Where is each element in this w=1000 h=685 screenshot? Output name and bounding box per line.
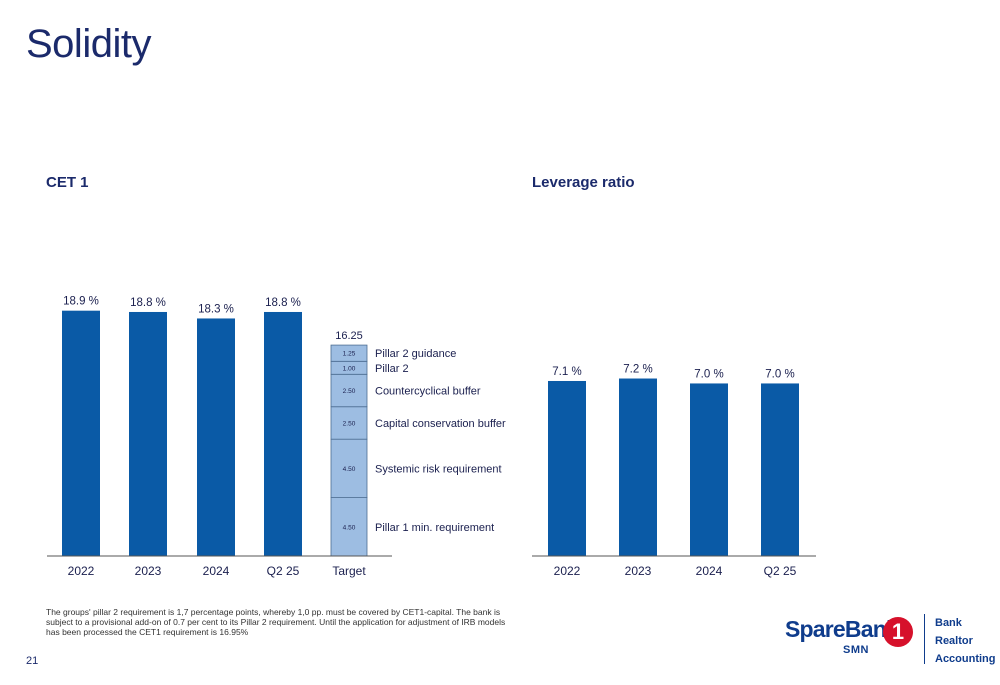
- leverage-tick-label: 2024: [696, 564, 723, 578]
- target-legend-label: Pillar 2 guidance: [375, 348, 456, 360]
- logo-divider: [924, 614, 925, 664]
- logo-mark-icon: 1: [883, 617, 913, 647]
- leverage-tick-label: Q2 25: [764, 564, 797, 578]
- target-segment-label: 1.25: [343, 351, 356, 358]
- cet1-chart-title: CET 1: [46, 174, 89, 191]
- footnote: The groups' pillar 2 requirement is 1,7 …: [46, 607, 506, 637]
- target-segment: [330, 344, 368, 362]
- logo-units: Bank Realtor Accounting: [935, 614, 996, 668]
- target-segment-label: 2.50: [343, 420, 356, 427]
- leverage-value-label: 7.0 %: [765, 368, 794, 380]
- page-number: 21: [26, 655, 39, 667]
- cet1-tick-label: 2023: [135, 564, 162, 578]
- cet1-bar: [129, 311, 167, 556]
- target-legend-label: Pillar 1 min. requirement: [375, 522, 494, 534]
- target-legend-label: Systemic risk requirement: [375, 463, 502, 475]
- leverage-bar: [761, 383, 799, 556]
- leverage-value-label: 7.1 %: [552, 366, 581, 378]
- target-legend-label: Capital conservation buffer: [375, 418, 506, 430]
- leverage-bar: [619, 378, 657, 556]
- logo-unit-bank: Bank: [935, 617, 962, 629]
- target-segment-label: 1.00: [343, 365, 356, 372]
- target-total-label: 16.25: [335, 330, 363, 342]
- leverage-value-label: 7.2 %: [623, 364, 652, 376]
- target-legend-label: Countercyclical buffer: [375, 386, 481, 398]
- sparebank-logo: SpareBank 1 SMN Bank Realtor Accounting: [785, 612, 996, 672]
- page-title: Solidity: [26, 22, 151, 66]
- target-segment: [330, 438, 368, 498]
- cet1-value-label: 18.8 %: [265, 297, 301, 309]
- target-segment-label: 2.50: [343, 388, 356, 395]
- target-segment-label: 4.50: [343, 466, 356, 473]
- logo-sub: SMN: [843, 644, 869, 656]
- leverage-chart-title: Leverage ratio: [532, 174, 635, 191]
- logo-name: SpareBank: [785, 616, 899, 642]
- cet1-tick-label: 2024: [203, 564, 230, 578]
- logo-unit-realtor: Realtor: [935, 635, 973, 647]
- leverage-tick-label: 2022: [554, 564, 581, 578]
- cet1-value-label: 18.8 %: [130, 297, 166, 309]
- cet1-tick-label: Target: [332, 564, 366, 578]
- cet1-bar: [197, 318, 235, 556]
- cet1-tick-label: 2022: [68, 564, 95, 578]
- cet1-value-label: 18.3 %: [198, 303, 234, 315]
- target-legend-label: Pillar 2: [375, 363, 409, 375]
- cet1-bar: [264, 311, 302, 556]
- target-segment: [330, 406, 368, 440]
- cet1-value-label: 18.9 %: [63, 296, 99, 308]
- cet1-tick-label: Q2 25: [267, 564, 300, 578]
- leverage-value-label: 7.0 %: [694, 368, 723, 380]
- leverage-bar: [548, 380, 586, 556]
- target-segment-label: 4.50: [343, 524, 356, 531]
- leverage-bar: [690, 383, 728, 556]
- logo-unit-accounting: Accounting: [935, 653, 996, 665]
- leverage-tick-label: 2023: [625, 564, 652, 578]
- cet1-bar: [62, 310, 100, 556]
